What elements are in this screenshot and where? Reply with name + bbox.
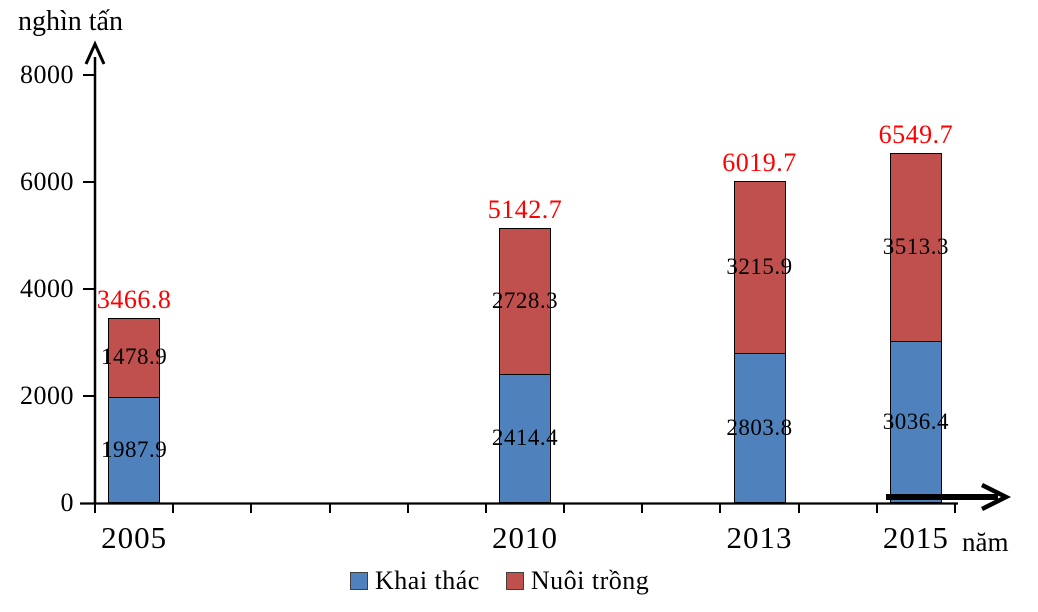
- x-tick-mark: [563, 504, 566, 513]
- y-tick-mark: [83, 288, 95, 290]
- x-tick-mark: [94, 504, 96, 513]
- category-label: 2005: [101, 520, 168, 555]
- legend-swatch-khai-thac: [350, 572, 368, 590]
- bar-segment-khai-thac: [733, 352, 786, 503]
- segment-value-label: 3513.3: [882, 233, 950, 259]
- segment-value-label: 1987.9: [100, 436, 168, 462]
- legend-label: Nuôi trồng: [530, 566, 650, 595]
- bar-segment-khai-thac: [889, 340, 942, 503]
- segment-value-label: 3036.4: [882, 408, 950, 434]
- bar-segment-khai-thac: [499, 373, 551, 503]
- legend-swatch-nuoi-trong: [505, 572, 524, 590]
- bar-segment-nuoi-trong: [889, 152, 942, 341]
- y-tick-label: 2000: [20, 381, 74, 410]
- legend-item-khai-thac: Khai thác: [350, 566, 480, 596]
- legend-label: Khai thác: [375, 566, 480, 595]
- x-axis-title: năm: [962, 527, 1009, 557]
- segment-value-label: 2414.4: [491, 425, 559, 451]
- y-tick-label: 4000: [20, 274, 74, 303]
- x-tick-mark: [875, 504, 878, 513]
- bar-segment-khai-thac: [108, 396, 161, 503]
- y-tick-mark: [83, 395, 95, 397]
- total-value-label: 5142.7: [487, 194, 563, 224]
- y-tick-mark: [83, 181, 95, 183]
- total-value-label: 3466.8: [96, 284, 172, 314]
- y-axis-arrow-icon: [84, 40, 106, 65]
- bar-segment-nuoi-trong: [733, 180, 786, 353]
- x-axis-arrow-icon: [980, 482, 1012, 512]
- y-tick-label: 6000: [20, 167, 74, 196]
- x-tick-mark: [328, 504, 331, 513]
- x-tick-mark: [719, 504, 722, 513]
- x-tick-mark: [954, 504, 956, 513]
- legend: Khai thác Nuôi trồng: [350, 566, 649, 596]
- category-label: 2015: [882, 520, 949, 555]
- category-label: 2010: [492, 520, 558, 555]
- bar-segment-nuoi-trong: [108, 317, 161, 397]
- x-tick-mark: [172, 504, 175, 513]
- segment-value-label: 3215.9: [726, 253, 793, 279]
- y-tick-label: 0: [60, 488, 74, 517]
- x-tick-mark: [250, 504, 253, 513]
- bar-segment-nuoi-trong: [499, 227, 551, 374]
- x-tick-mark: [641, 504, 644, 513]
- segment-value-label: 1478.9: [100, 344, 168, 370]
- y-tick-mark: [83, 74, 95, 76]
- y-axis-title: nghìn tấn: [18, 6, 123, 37]
- x-tick-mark: [406, 504, 409, 513]
- x-tick-mark: [797, 504, 800, 513]
- total-value-label: 6019.7: [722, 147, 797, 177]
- total-value-label: 6549.7: [878, 119, 954, 149]
- segment-value-label: 2728.3: [491, 287, 559, 313]
- x-tick-mark: [484, 504, 487, 513]
- category-label: 2013: [726, 520, 793, 555]
- y-tick-label: 8000: [20, 60, 74, 89]
- segment-value-label: 2803.8: [726, 414, 793, 440]
- legend-item-nuoi-trong: Nuôi trồng: [505, 566, 650, 596]
